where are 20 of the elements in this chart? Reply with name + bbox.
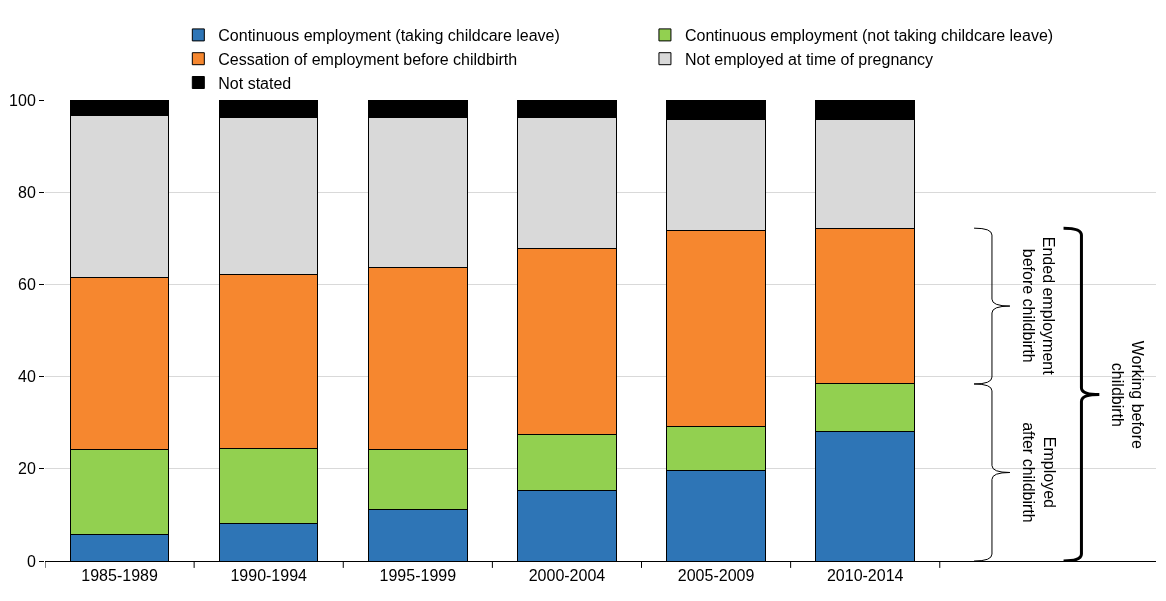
x-tick-label: 2000-2004 [528,567,606,585]
y-tick-label: 20 [18,460,36,478]
text: Working before childbirth [1108,340,1147,450]
legend-label: Continuous employment (not taking childcare leave) [684,27,1054,45]
legend-label: Continuous employment (taking childcare leave) [218,27,560,45]
y-tick-label: 100 [9,91,36,109]
legend-label: Not employed at time of pregnancy [684,50,934,68]
x-tick-label: 2005-2009 [677,567,755,585]
y-tick-label: 40 [18,368,36,386]
y-tick-label: 60 [18,276,36,293]
x-tick-label: 1995-1999 [379,567,457,585]
x-tick-label: 1985-1989 [81,567,158,585]
x-tick-label: 1990-1994 [230,567,308,585]
x-tick-label: 2010-2014 [826,567,904,585]
text: Ended employment before childbirth [1019,236,1058,376]
y-tick-label: 80 [18,183,36,201]
y-tick-label: 0 [26,552,36,570]
legend-label: Not stated [218,74,292,92]
text: Employed after childbirth [1020,422,1058,523]
legend-label: Cessation of employment before childbirth [218,50,518,68]
